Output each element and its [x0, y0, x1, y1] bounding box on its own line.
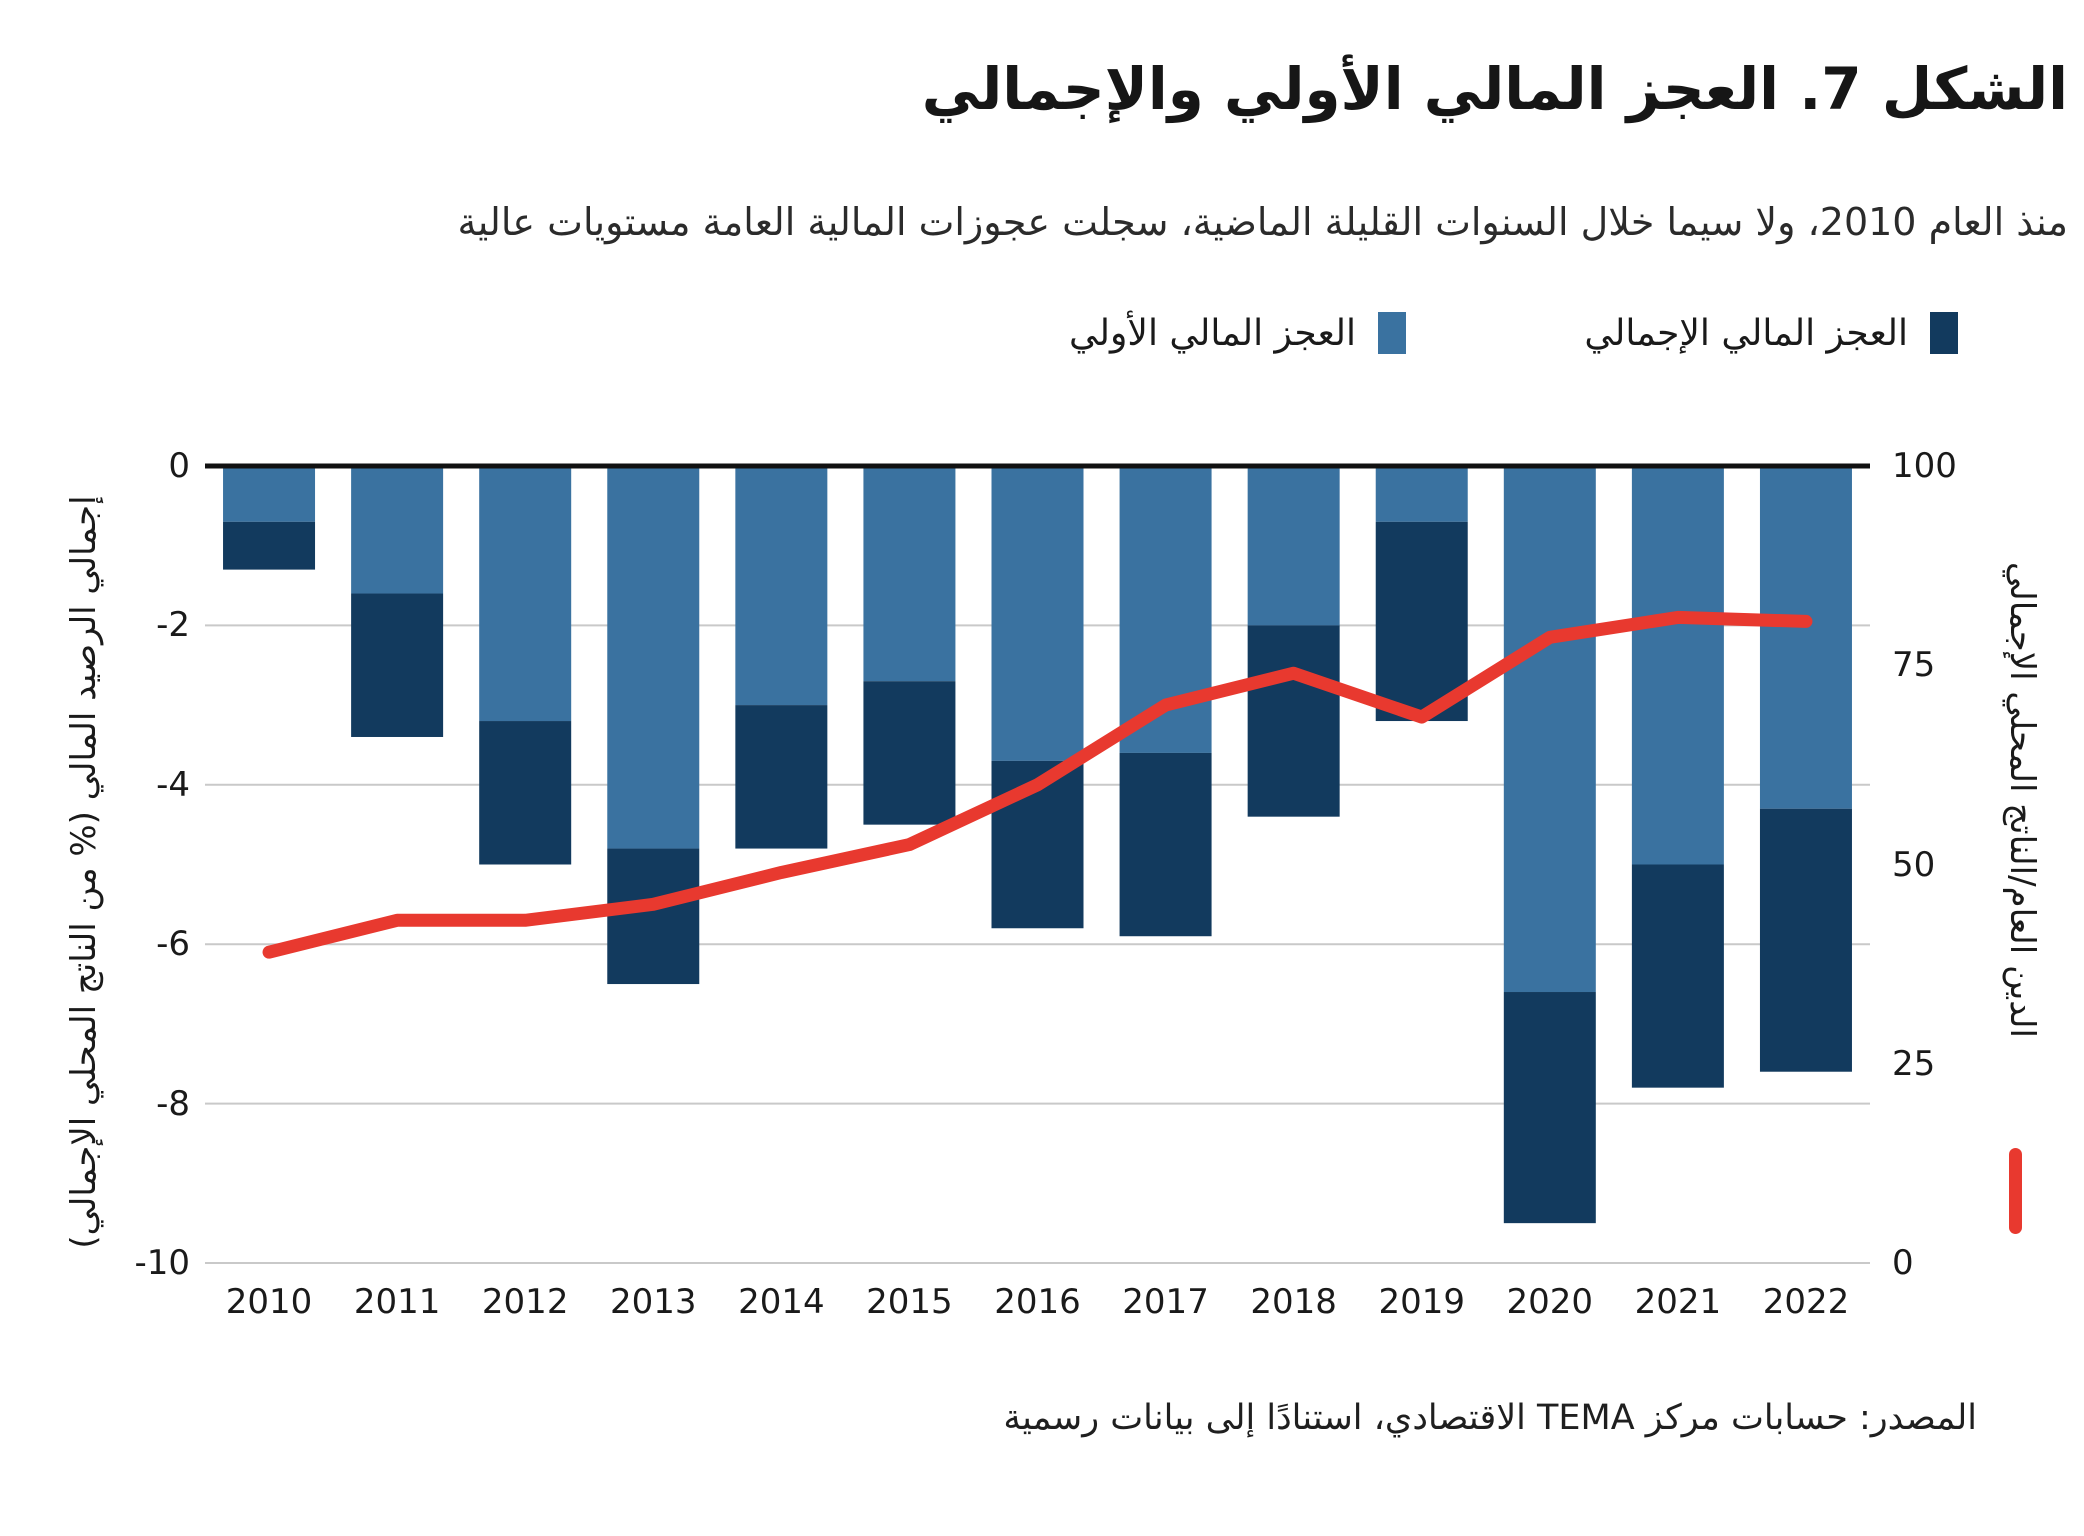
left-axis-tick--4: -4 — [156, 764, 190, 805]
legend-label-primary-deficit: العجز المالي الأولي — [1069, 312, 1356, 354]
right-axis-tick-0: 0 — [1892, 1243, 1914, 1283]
bar-overall-deficit-2017 — [1119, 752, 1212, 937]
figure-subtitle: منذ العام 2010، ولا سيما خلال السنوات ال… — [457, 200, 2068, 244]
bar-primary-deficit-2022 — [1759, 466, 1852, 809]
bar-primary-deficit-2018 — [1247, 466, 1340, 626]
bar-primary-deficit-2016 — [991, 466, 1084, 761]
left-axis-tick--10: -10 — [134, 1243, 190, 1283]
x-axis-label-2011: 2011 — [353, 1282, 441, 1322]
x-axis-label-2010: 2010 — [225, 1282, 313, 1322]
right-axis-tick-25: 25 — [1892, 1043, 1936, 1084]
legend-swatch-overall-deficit — [1930, 312, 1958, 354]
bar-overall-deficit-2022 — [1759, 808, 1852, 1072]
debt-line-legend-key — [2009, 1148, 2022, 1234]
bar-primary-deficit-2013 — [607, 466, 700, 849]
bar-overall-deficit-2019 — [1375, 521, 1468, 722]
x-axis-label-2021: 2021 — [1634, 1282, 1722, 1322]
legend-item-overall-deficit: العجز المالي الإجمالي — [1584, 312, 1958, 354]
figure-title: الشكل 7. العجز المالي الأولي والإجمالي — [921, 55, 2068, 123]
left-axis-tick--2: -2 — [156, 605, 190, 646]
x-axis-label-2015: 2015 — [866, 1282, 953, 1322]
right-axis-title: الدين العام/الناتج المحلي الإجمالي — [2002, 562, 2042, 1038]
left-axis-tick-0: 0 — [168, 446, 190, 486]
legend-swatch-primary-deficit — [1378, 312, 1406, 354]
debt-to-gdp-line — [262, 610, 1813, 959]
bar-overall-deficit-2011 — [351, 593, 444, 737]
x-axis-label-2014: 2014 — [738, 1282, 825, 1322]
bar-primary-deficit-2019 — [1375, 466, 1468, 522]
bar-primary-deficit-2011 — [351, 466, 444, 594]
bar-primary-deficit-2012 — [479, 466, 572, 722]
bar-overall-deficit-2014 — [735, 705, 828, 849]
bar-primary-deficit-2020 — [1503, 466, 1596, 993]
x-axis-label-2018: 2018 — [1250, 1282, 1337, 1322]
left-axis-tick--6: -6 — [156, 924, 190, 965]
x-axis-label-2012: 2012 — [481, 1282, 569, 1322]
bar-overall-deficit-2018 — [1247, 625, 1340, 817]
x-axis-label-2019: 2019 — [1378, 1282, 1465, 1322]
bar-overall-deficit-2012 — [479, 721, 572, 865]
bar-overall-deficit-2021 — [1631, 864, 1724, 1088]
bar-overall-deficit-2013 — [607, 848, 700, 985]
x-axis-label-2020: 2020 — [1506, 1282, 1594, 1322]
x-axis-label-2022: 2022 — [1762, 1282, 1850, 1322]
legend-item-primary-deficit: العجز المالي الأولي — [1069, 312, 1406, 354]
bar-primary-deficit-2010 — [223, 466, 316, 522]
bar-primary-deficit-2021 — [1631, 466, 1724, 865]
right-axis-tick-100: 100 — [1892, 446, 1957, 486]
left-axis-title: إجمالي الرصيد المالي (% من الناتج المحلي… — [64, 495, 104, 1249]
right-axis-tick-50: 50 — [1892, 844, 1936, 885]
source-note: المصدر: حسابات مركز TEMA الاقتصادي، استن… — [1003, 1398, 1977, 1438]
bar-primary-deficit-2014 — [735, 466, 828, 706]
left-axis-tick--8: -8 — [156, 1083, 190, 1124]
x-axis-label-2016: 2016 — [994, 1282, 1081, 1322]
bar-primary-deficit-2015 — [863, 466, 956, 682]
bar-overall-deficit-2010 — [223, 521, 316, 570]
legend-label-overall-deficit: العجز المالي الإجمالي — [1584, 312, 1908, 354]
bar-overall-deficit-2015 — [863, 681, 956, 825]
bar-overall-deficit-2020 — [1503, 992, 1596, 1224]
x-axis-label-2017: 2017 — [1122, 1282, 1209, 1322]
right-axis-tick-75: 75 — [1892, 645, 1936, 686]
x-axis-label-2013: 2013 — [610, 1282, 697, 1322]
